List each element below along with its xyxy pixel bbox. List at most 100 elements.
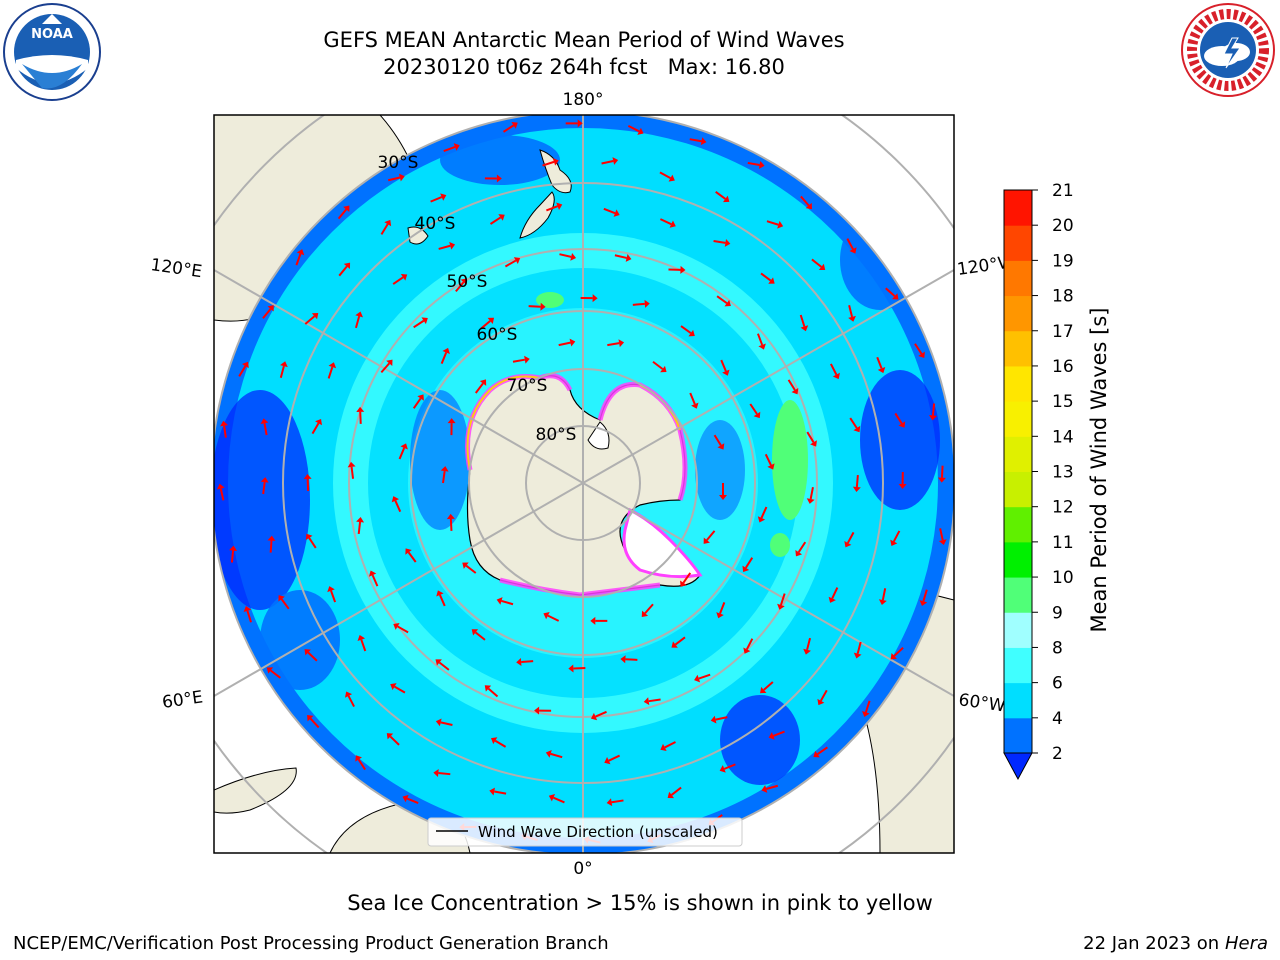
chart-subtitle: 20230120 t06z 264h fcst Max: 16.80 bbox=[383, 55, 785, 79]
wind-wave-arrow-head bbox=[540, 302, 546, 311]
lat-label-30s: 30°S bbox=[378, 153, 419, 173]
wind-wave-arrow-head bbox=[303, 473, 312, 480]
wind-wave-arrow-head bbox=[724, 299, 731, 307]
wind-wave-arrow-head bbox=[928, 415, 937, 421]
wind-wave-arrow-shaft bbox=[439, 594, 446, 607]
wind-wave-arrow-head bbox=[315, 418, 322, 426]
wind-wave-arrow-head bbox=[719, 495, 727, 500]
chart-title: GEFS MEAN Antarctic Mean Period of Wind … bbox=[323, 28, 845, 52]
wind-wave-arrow-shaft bbox=[371, 574, 379, 587]
wind-wave-arrow-shaft bbox=[440, 352, 448, 365]
wind-wave-arrow-shaft bbox=[744, 557, 754, 569]
wind-wave-arrow-shaft bbox=[550, 752, 563, 759]
wind-wave-arrow-head bbox=[267, 535, 276, 541]
wind-wave-arrow-shaft bbox=[706, 530, 716, 541]
wind-wave-arrow-shaft bbox=[430, 196, 443, 203]
wind-wave-arrow-shaft bbox=[308, 537, 317, 549]
wind-wave-arrow-shaft bbox=[893, 647, 904, 657]
colorbar-swatch bbox=[1004, 717, 1032, 754]
wind-wave-arrow-head bbox=[680, 580, 687, 587]
wind-wave-arrow-head bbox=[347, 461, 356, 468]
wind-wave-arrow-shaft bbox=[230, 550, 235, 563]
wind-wave-arrow-head bbox=[590, 616, 596, 625]
colorbar-tick-label: 17 bbox=[1052, 322, 1074, 342]
wind-wave-arrow-shaft bbox=[246, 610, 252, 623]
wind-wave-arrow-head bbox=[606, 798, 613, 807]
wind-wave-arrow-head bbox=[433, 769, 439, 778]
wind-wave-arrow-head bbox=[311, 313, 319, 320]
wind-wave-arrow-head bbox=[777, 603, 785, 610]
wind-wave-arrow-head bbox=[844, 541, 852, 548]
wind-wave-arrow-shaft bbox=[756, 333, 764, 346]
wind-wave-arrow-head bbox=[260, 477, 269, 483]
wind-wave-arrow-shaft bbox=[611, 799, 624, 804]
lon-label-0: 0° bbox=[573, 859, 592, 879]
wind-wave-arrow-head bbox=[817, 698, 825, 706]
wind-wave-arrow-head bbox=[878, 599, 887, 605]
wind-wave-arrow-head bbox=[343, 262, 351, 269]
wind-wave-arrow-head bbox=[220, 420, 229, 427]
wind-wave-arrow-head bbox=[890, 653, 897, 660]
wind-wave-arrow-shaft bbox=[387, 176, 401, 182]
wind-wave-arrow-head bbox=[462, 562, 469, 569]
wind-wave-arrow-shaft bbox=[494, 790, 507, 795]
wind-wave-arrow-head bbox=[498, 214, 505, 221]
wind-wave-arrow-shaft bbox=[398, 447, 406, 460]
wind-wave-arrow-head bbox=[668, 174, 675, 182]
wind-wave-arrow-shaft bbox=[670, 786, 682, 796]
wind-wave-arrow-shaft bbox=[806, 431, 815, 443]
wind-wave-arrow-head bbox=[852, 486, 861, 492]
wind-wave-arrow-head bbox=[296, 249, 305, 256]
wind-wave-arrow-head bbox=[384, 219, 392, 227]
wind-wave-arrow-shaft bbox=[440, 721, 453, 727]
wind-wave-arrow-head bbox=[625, 254, 632, 262]
wind-wave-arrow-head bbox=[435, 659, 442, 666]
wind-wave-arrow-head bbox=[853, 425, 861, 433]
wind-wave-arrow-head bbox=[919, 600, 928, 606]
wind-wave-arrow-shaft bbox=[830, 363, 838, 376]
wind-wave-arrow-shaft bbox=[632, 302, 645, 306]
wind-wave-arrow-shaft bbox=[608, 754, 621, 762]
wind-wave-arrow-shaft bbox=[357, 521, 362, 535]
colorbar-swatch bbox=[1004, 436, 1032, 472]
nws-logo-icon bbox=[1181, 3, 1275, 97]
wind-wave-arrow-head bbox=[803, 648, 811, 655]
wind-wave-arrow-shaft bbox=[664, 741, 676, 749]
wind-wave-arrow-shaft bbox=[603, 207, 616, 215]
footer-date: 22 Jan 2023 on Hera bbox=[1083, 933, 1268, 954]
wind-wave-arrow-shaft bbox=[394, 500, 402, 513]
wind-wave-arrow-head bbox=[768, 732, 775, 740]
wind-wave-arrow-shaft bbox=[350, 466, 355, 479]
wind-wave-arrow-shaft bbox=[720, 359, 727, 372]
wind-wave-arrow-head bbox=[496, 174, 502, 183]
colorbar-tick-label: 12 bbox=[1052, 498, 1074, 518]
colorbar-tick-label: 21 bbox=[1052, 181, 1074, 201]
wind-wave-arrow-shaft bbox=[279, 365, 285, 378]
wind-wave-arrow-head bbox=[694, 674, 701, 683]
wind-wave-arrow-head bbox=[447, 418, 456, 424]
wind-wave-arrow-head bbox=[390, 683, 397, 691]
colorbar-tick-label: 11 bbox=[1052, 533, 1074, 553]
wind-wave-arrow-shaft bbox=[659, 171, 671, 179]
lat-label-70s: 70°S bbox=[507, 376, 548, 396]
wind-wave-arrow-head bbox=[898, 483, 907, 489]
wind-wave-arrow-head bbox=[710, 715, 717, 724]
wind-wave-arrow-shaft bbox=[848, 305, 854, 318]
wind-wave-arrow-head bbox=[417, 394, 424, 401]
wind-wave-arrow-shaft bbox=[438, 244, 451, 250]
wind-wave-arrow-head bbox=[618, 339, 625, 348]
wind-wave-arrow-shaft bbox=[864, 700, 871, 713]
wind-wave-arrow-head bbox=[398, 173, 405, 182]
colorbar-swatch bbox=[1004, 365, 1032, 402]
wind-wave-arrow-shaft bbox=[763, 681, 774, 691]
wind-wave-arrow-head bbox=[496, 597, 503, 605]
wind-wave-arrow-head bbox=[800, 325, 809, 332]
wind-wave-arrow-shaft bbox=[747, 161, 760, 166]
wind-wave-arrow-shaft bbox=[820, 689, 828, 702]
wind-wave-arrow-head bbox=[938, 539, 947, 545]
wind-wave-arrow-shaft bbox=[380, 362, 390, 374]
wind-wave-arrow-shaft bbox=[931, 403, 936, 416]
wind-wave-arrow-head bbox=[805, 202, 812, 210]
footer-host: Hera bbox=[1224, 933, 1268, 954]
wind-wave-arrow-head bbox=[667, 791, 675, 799]
